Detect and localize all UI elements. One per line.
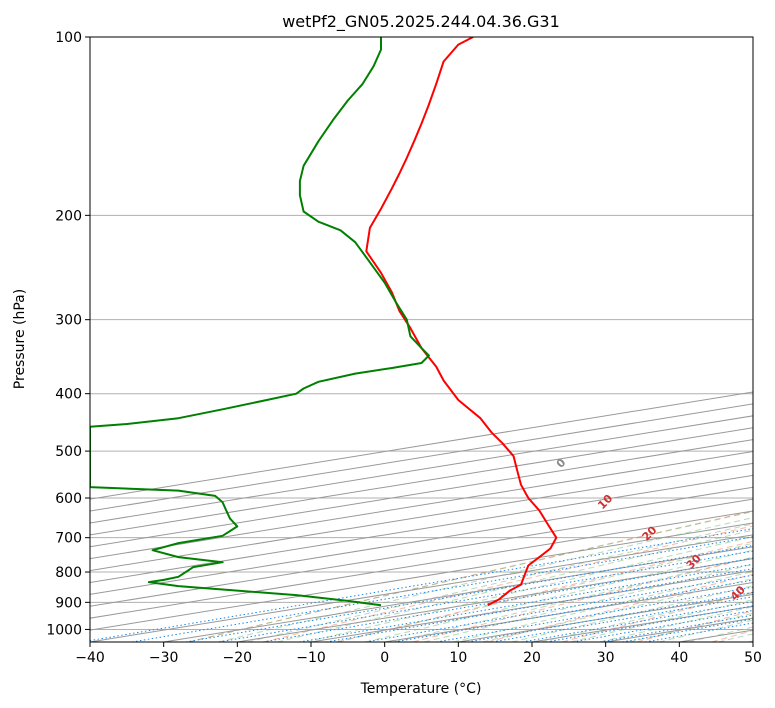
- y-tick-label: 400: [55, 387, 82, 403]
- moist-adiabat-line: [452, 570, 753, 642]
- x-tick-label: 10: [449, 650, 467, 666]
- moist-adiabat-line: [423, 563, 753, 642]
- y-tick-label: 100: [55, 30, 82, 46]
- x-tick-label: 50: [744, 650, 762, 666]
- moist-adiabat-line: [276, 529, 753, 642]
- x-tick-label: 0: [380, 650, 389, 666]
- mixing-ratio-line: [299, 563, 753, 642]
- x-tick-label: −40: [75, 650, 105, 666]
- background-lines: [90, 37, 753, 642]
- chart-title: wetPf2_GN05.2025.244.04.36.G31: [282, 12, 560, 32]
- isotherm-line: [90, 498, 753, 607]
- x-tick-label: −20: [223, 650, 253, 666]
- mixing-ratio-line: [572, 609, 753, 642]
- mixing-ratio-line: [90, 528, 753, 642]
- moist-adiabat-line: [217, 517, 753, 642]
- dry-adiabat-line: [188, 510, 753, 642]
- isotherm-line: [90, 510, 753, 619]
- y-axis: 100 200 300 400 500 600 700 800 900 1000: [46, 30, 90, 638]
- isotherm-line: [90, 534, 753, 642]
- isotherm-line: [90, 439, 753, 548]
- moist-adiabat-line: [482, 578, 753, 642]
- dry-adiabat-line: [562, 591, 753, 642]
- moist-adiabat-line: [335, 542, 753, 642]
- isotherm-line: [90, 451, 753, 560]
- x-axis: −40 −30 −20 −10 0 10 20 30 40 50: [75, 642, 762, 666]
- isotherm-line: [90, 474, 753, 583]
- temperature-profile-line: [365, 37, 558, 607]
- moist-adiabat-line: [306, 536, 753, 642]
- isotherm-line: [752, 641, 753, 642]
- y-tick-label: 900: [55, 595, 82, 611]
- mixing-ratio-line: [599, 614, 753, 642]
- x-tick-label: −30: [149, 650, 179, 666]
- isotherm-line: [90, 462, 753, 572]
- x-tick-label: 40: [670, 650, 688, 666]
- y-tick-label: 800: [55, 565, 82, 581]
- y-tick-label: 700: [55, 531, 82, 547]
- x-tick-label: 30: [597, 650, 615, 666]
- moist-adiabat-line: [188, 511, 753, 642]
- mixing-ratio-line: [218, 550, 753, 642]
- x-axis-label: Temperature (°C): [360, 681, 482, 697]
- dry-adiabat-line: [412, 556, 753, 642]
- y-axis-label: Pressure (hPa): [12, 289, 28, 389]
- y-tick-label: 600: [55, 491, 82, 507]
- mixing-ratio-line: [326, 568, 753, 642]
- y-tick-label: 500: [55, 444, 82, 460]
- dry-adiabat-line: [338, 540, 753, 642]
- x-tick-label: 20: [523, 650, 541, 666]
- series-layer: [90, 37, 558, 607]
- x-tick-label: −10: [296, 650, 326, 666]
- dewpoint-profile-line: [90, 37, 430, 607]
- y-tick-label: 300: [55, 313, 82, 329]
- mixing-ratio-line: [185, 545, 753, 642]
- isotherm-line: [90, 486, 753, 595]
- y-tick-label: 200: [55, 208, 82, 224]
- y-tick-label: 1000: [46, 622, 82, 638]
- isotherm-line: [90, 522, 753, 631]
- mixing-ratio-line: [262, 557, 753, 642]
- plot-frame: [89, 36, 754, 643]
